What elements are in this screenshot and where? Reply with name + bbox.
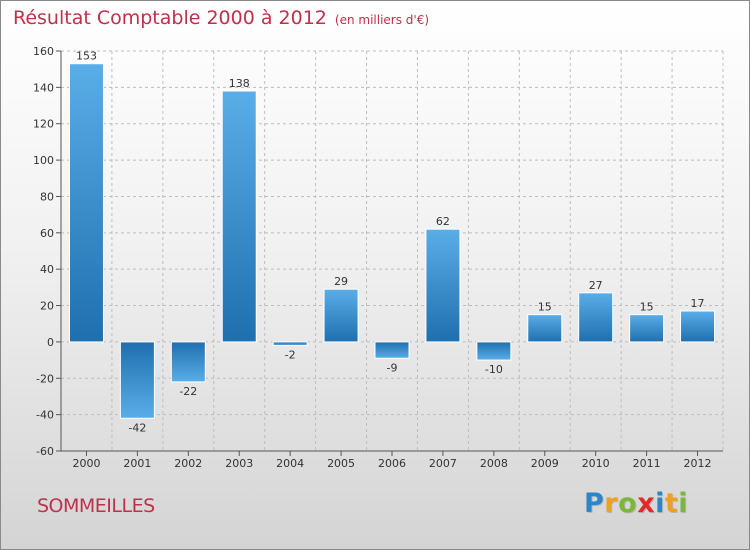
data-label: 29 <box>334 275 348 288</box>
data-label: 138 <box>229 77 250 90</box>
x-tick-label: 2003 <box>225 457 253 470</box>
bar <box>425 228 461 343</box>
labels: 153 -42 -22 138 -2 29 -9 62 -10 15 27 15 17 <box>76 50 705 435</box>
bar <box>476 341 512 361</box>
x-tick-label: 2005 <box>327 457 355 470</box>
y-tick-label: 80 <box>40 190 54 203</box>
x-tick-label: 2009 <box>531 457 559 470</box>
data-label: -9 <box>387 361 398 374</box>
data-label: -10 <box>485 363 503 376</box>
y-tick-label: -20 <box>36 372 54 385</box>
data-label: 15 <box>640 301 654 314</box>
city-name: SOMMEILLES <box>37 495 155 517</box>
chart-subtitle: (en milliers d'€) <box>334 13 430 27</box>
x-tick-label: 2002 <box>174 457 202 470</box>
logo-letter: P <box>584 488 605 519</box>
y-tick-label: -60 <box>36 445 54 458</box>
data-label: -2 <box>285 349 296 362</box>
bar <box>272 341 308 347</box>
bars <box>68 63 716 419</box>
bar <box>119 341 155 419</box>
x-tick-label: 2004 <box>276 457 304 470</box>
axes: -60 -40 -20 0 20 40 60 80 100 120 140 160 2000 2001 20… <box>33 45 723 470</box>
y-tick-label: 100 <box>33 154 54 167</box>
x-tick-label: 2001 <box>123 457 151 470</box>
x-tick-label: 2010 <box>582 457 610 470</box>
logo-letter: x <box>637 488 656 519</box>
y-tick-label: 60 <box>40 227 54 240</box>
x-tick-label: 2012 <box>684 457 712 470</box>
y-tick-label: 120 <box>33 118 54 131</box>
y-tick-label: -40 <box>36 409 54 422</box>
bar <box>170 341 206 383</box>
bar <box>680 310 716 343</box>
bar <box>527 314 563 343</box>
bar <box>629 314 665 343</box>
bar <box>68 63 104 343</box>
chart-title-text: Résultat Comptable 2000 à 2012 <box>13 7 327 29</box>
x-tick-label: 2007 <box>429 457 457 470</box>
data-label: 17 <box>691 297 705 310</box>
y-tick-label: 140 <box>33 81 54 94</box>
chart-title: Résultat Comptable 2000 à 2012 (en millie… <box>13 7 429 29</box>
data-label: 62 <box>436 215 450 228</box>
data-label: -42 <box>128 421 146 434</box>
y-tick-label: 40 <box>40 263 54 276</box>
logo-letter: o <box>618 488 638 519</box>
bar <box>221 90 257 343</box>
y-tick-label: 0 <box>47 336 54 349</box>
x-tick-label: 2011 <box>633 457 661 470</box>
logo-letter: t <box>664 488 679 519</box>
bar <box>578 292 614 343</box>
bar <box>323 288 359 343</box>
y-tick-label: 160 <box>33 45 54 58</box>
logo-letter: i <box>678 488 689 519</box>
x-tick-label: 2008 <box>480 457 508 470</box>
y-tick-label: 20 <box>40 300 54 313</box>
proxiti-logo: Proxiti <box>584 488 688 519</box>
x-tick-label: 2006 <box>378 457 406 470</box>
data-label: -22 <box>179 385 197 398</box>
logo-letter: r <box>604 488 619 519</box>
logo-letter: i <box>655 488 665 519</box>
grid <box>60 50 724 452</box>
x-tick-label: 2000 <box>72 457 100 470</box>
data-label: 153 <box>76 50 97 63</box>
data-label: 15 <box>538 301 552 314</box>
bar <box>374 341 410 359</box>
data-label: 27 <box>589 279 603 292</box>
